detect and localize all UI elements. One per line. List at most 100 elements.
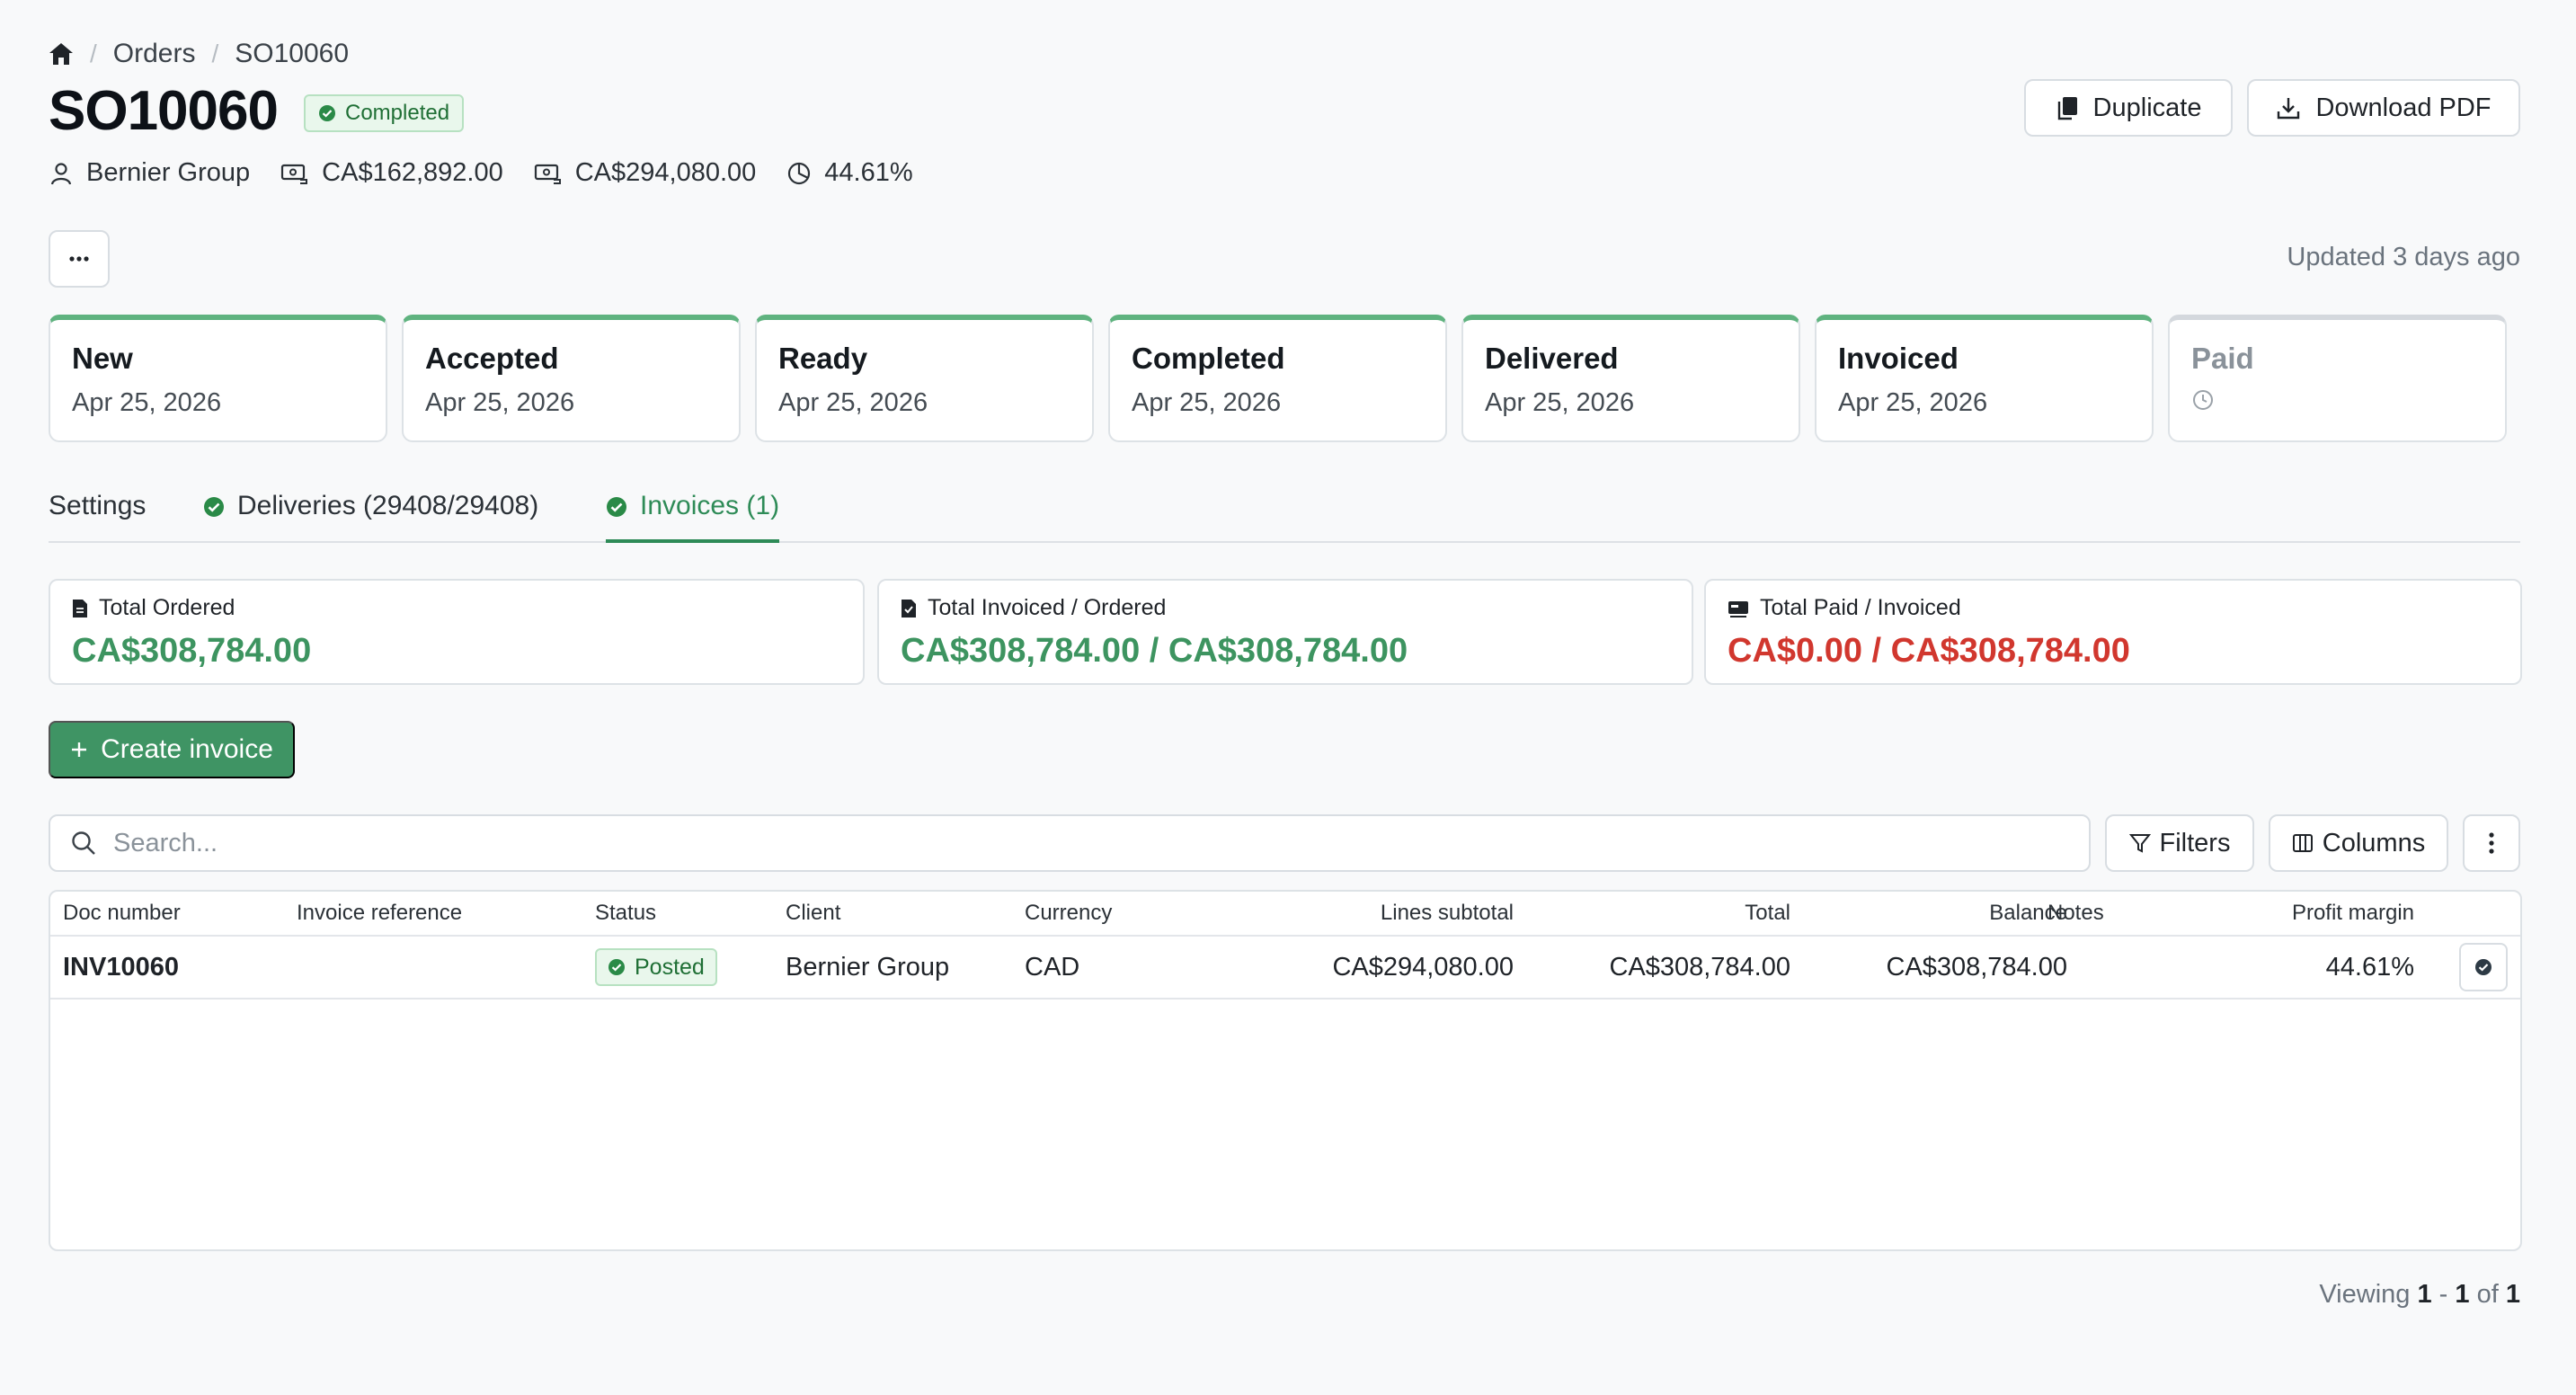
plus-icon — [70, 741, 88, 759]
pagination-end: 1 — [2455, 1280, 2470, 1309]
column-header-balance[interactable]: Balance — [1989, 901, 2067, 925]
column-header-total[interactable]: Total — [1745, 901, 1790, 925]
download-pdf-button[interactable]: Download PDF — [2247, 79, 2520, 137]
cell-client: Bernier Group — [786, 952, 950, 982]
check-circle-icon — [606, 496, 627, 518]
search-input[interactable]: Search... — [113, 828, 218, 857]
download-pdf-label: Download PDF — [2315, 93, 2492, 122]
card-value: CA$308,784.00 — [72, 632, 312, 670]
filter-icon — [2128, 832, 2151, 854]
column-header-client[interactable]: Client — [786, 901, 841, 925]
step-date: Apr 25, 2026 — [425, 388, 575, 417]
cell-profit-margin: 44.61% — [2325, 952, 2414, 982]
invoices-table: Doc number Invoice reference Status Clie… — [49, 890, 2522, 1251]
pagination-prefix: Viewing — [2319, 1280, 2411, 1309]
table-row[interactable]: INV10060 Posted Bernier Group CAD CA$294… — [50, 937, 2520, 1000]
step-paid: Paid — [2168, 315, 2507, 442]
updated-timestamp: Updated 3 days ago — [2287, 243, 2520, 271]
filters-button[interactable]: Filters — [2105, 814, 2254, 872]
step-title: Invoiced — [1838, 342, 1959, 375]
step-title: Delivered — [1485, 342, 1619, 375]
search-box[interactable]: Search... — [49, 814, 2091, 872]
step-title: Ready — [778, 342, 868, 375]
meta-client-name: Bernier Group — [86, 158, 251, 187]
card-label: Total Paid / Invoiced — [1728, 595, 2499, 621]
table-header: Doc number Invoice reference Status Clie… — [50, 892, 2520, 937]
check-circle-icon — [2474, 958, 2492, 976]
step-new: New Apr 25, 2026 — [49, 315, 387, 442]
column-header-doc-number[interactable]: Doc number — [63, 901, 181, 925]
step-date: Apr 25, 2026 — [778, 388, 928, 417]
meta-client: Bernier Group — [49, 158, 250, 188]
row-action-button[interactable] — [2459, 943, 2508, 991]
step-completed: Completed Apr 25, 2026 — [1108, 315, 1447, 442]
table-menu-button[interactable] — [2463, 814, 2520, 872]
cell-balance: CA$308,784.00 — [1886, 952, 2067, 982]
card-label-text: Total Paid / Invoiced — [1760, 595, 1961, 620]
meta-margin: 44.61% — [786, 158, 913, 188]
columns-icon — [2292, 833, 2314, 853]
pagination-summary: Viewing 1 - 1 of 1 — [2319, 1280, 2520, 1310]
tab-deliveries[interactable]: Deliveries (29408/29408) — [203, 485, 538, 543]
tab-bar: Settings Deliveries (29408/29408) Invoic… — [49, 485, 2520, 543]
pie-chart-icon — [786, 161, 812, 186]
filters-label: Filters — [2159, 828, 2231, 857]
tab-invoices[interactable]: Invoices (1) — [606, 485, 780, 543]
columns-button[interactable]: Columns — [2269, 814, 2448, 872]
download-icon — [2276, 95, 2301, 120]
tab-label: Invoices (1) — [640, 491, 780, 520]
column-header-profit-margin[interactable]: Profit margin — [2291, 901, 2414, 925]
column-header-invoice-reference[interactable]: Invoice reference — [297, 901, 463, 925]
step-date: Apr 25, 2026 — [1132, 388, 1282, 417]
breadcrumb-current: SO10060 — [235, 39, 350, 68]
breadcrumb-separator: / — [211, 40, 219, 67]
card-value: CA$308,784.00 / CA$308,784.00 — [901, 632, 1408, 670]
more-horizontal-icon — [68, 255, 90, 262]
pagination-count: 1 — [2505, 1280, 2520, 1309]
cell-currency: CAD — [1025, 952, 1080, 982]
step-title: New — [72, 342, 133, 375]
column-header-currency[interactable]: Currency — [1025, 901, 1113, 925]
step-title: Completed — [1132, 342, 1285, 375]
cell-row-action — [2459, 937, 2508, 998]
step-accepted: Accepted Apr 25, 2026 — [402, 315, 741, 442]
tab-label: Deliveries (29408/29408) — [237, 491, 539, 520]
column-header-lines-subtotal[interactable]: Lines subtotal — [1380, 901, 1514, 925]
card-label-text: Total Invoiced / Ordered — [928, 595, 1167, 620]
money-icon — [534, 162, 563, 185]
tab-settings[interactable]: Settings — [49, 485, 146, 543]
cell-total: CA$308,784.00 — [1609, 952, 1790, 982]
duplicate-button[interactable]: Duplicate — [2024, 79, 2233, 137]
cell-doc-number[interactable]: INV10060 — [63, 952, 179, 982]
create-invoice-button[interactable]: Create invoice — [49, 721, 295, 778]
status-badge: Completed — [304, 94, 465, 132]
document-icon — [72, 599, 88, 618]
breadcrumb-orders-link[interactable]: Orders — [112, 39, 196, 68]
money-icon — [280, 162, 309, 185]
column-header-status[interactable]: Status — [595, 901, 657, 925]
search-icon — [70, 830, 97, 857]
cell-status: Posted — [595, 937, 717, 998]
card-label: Total Invoiced / Ordered — [901, 595, 1670, 621]
step-title: Paid — [2191, 342, 2254, 375]
create-invoice-label: Create invoice — [101, 734, 273, 764]
column-header-notes[interactable]: Notes — [2047, 901, 2104, 925]
check-circle-icon — [203, 496, 225, 518]
step-invoiced: Invoiced Apr 25, 2026 — [1815, 315, 2154, 442]
step-date: Apr 25, 2026 — [72, 388, 222, 417]
duplicate-label: Duplicate — [2092, 93, 2202, 122]
pagination-start: 1 — [2417, 1280, 2432, 1309]
more-actions-button[interactable] — [49, 230, 110, 288]
more-vertical-icon — [2488, 831, 2495, 855]
step-ready: Ready Apr 25, 2026 — [755, 315, 1094, 442]
step-title: Accepted — [425, 342, 559, 375]
meta-margin-value: 44.61% — [824, 158, 913, 187]
document-check-icon — [901, 599, 917, 618]
meta-cost: CA$162,892.00 — [280, 158, 503, 188]
breadcrumb-separator: / — [90, 40, 97, 67]
home-icon[interactable] — [49, 42, 74, 66]
tab-label: Settings — [49, 491, 147, 520]
user-icon — [49, 161, 74, 186]
payment-icon — [1728, 600, 1749, 618]
status-badge-label: Posted — [635, 954, 705, 980]
